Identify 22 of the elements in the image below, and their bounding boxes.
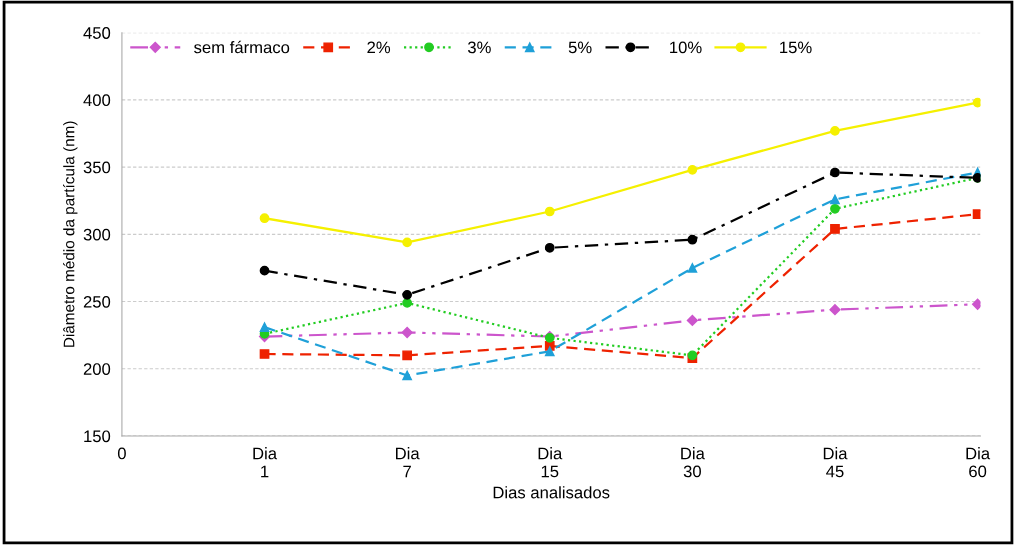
legend-label: sem fármaco [194, 40, 290, 54]
x-tick-label: Dia 7 [396, 447, 420, 478]
y-axis-title: Diâmetro médio da partícula (nm) [63, 121, 78, 347]
y-tick-label: 250 [83, 295, 111, 308]
legend-label: 2% [367, 41, 391, 54]
x-tick-label: Dia 30 [681, 447, 705, 478]
x-tick-label: Dia 45 [823, 447, 848, 478]
legend-label: 15% [780, 41, 812, 54]
legend-label: 5% [568, 41, 592, 54]
y-tick-label: 150 [84, 430, 111, 443]
y-tick-label: 400 [83, 94, 111, 107]
y-tick-label: 350 [83, 161, 111, 174]
legend-label: 3% [467, 41, 491, 54]
x-tick-label: Dia 60 [966, 447, 991, 478]
x-tick-label: Dia 1 [253, 447, 278, 478]
y-tick-label: 300 [83, 228, 111, 241]
y-tick-label: 450 [83, 27, 111, 39]
x-tick-label: Dia 15 [538, 447, 563, 478]
x-axis-title: Dias analisados [493, 486, 610, 499]
legend-label: 10% [670, 41, 702, 54]
x-tick-label: 0 [117, 447, 126, 460]
y-tick-label: 200 [83, 363, 111, 375]
